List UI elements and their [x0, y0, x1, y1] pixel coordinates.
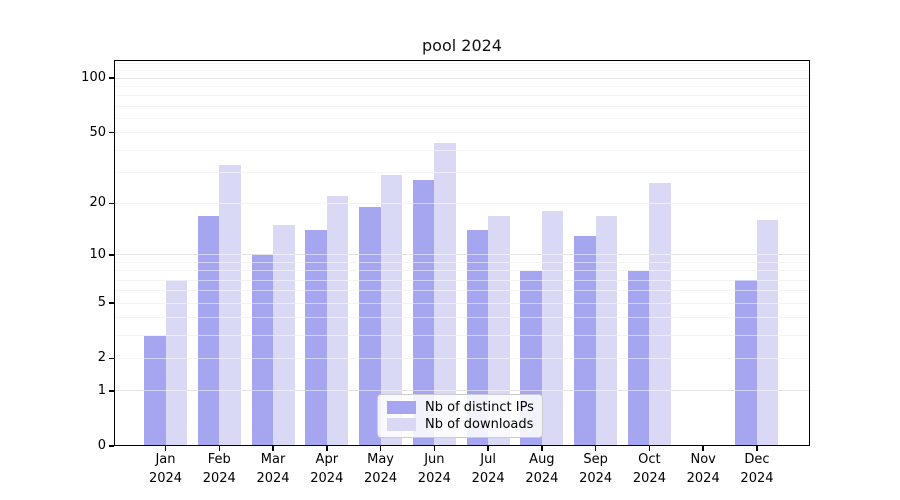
y-tick-mark	[109, 390, 114, 392]
legend-item-downloads: Nb of downloads	[387, 417, 533, 432]
x-tick-mark	[648, 446, 651, 451]
bar-ips-mar	[251, 254, 274, 446]
x-tick-label-nov: Nov 2024	[686, 452, 720, 486]
x-tick-mark	[218, 446, 221, 451]
x-tick-label-sep: Sep 2024	[579, 452, 613, 486]
x-tick-label-apr: Apr 2024	[310, 452, 344, 486]
bar-downloads-aug	[541, 211, 564, 446]
bar-ips-may	[359, 207, 381, 446]
legend-item-distinct-ips: Nb of distinct IPs	[387, 400, 534, 415]
y-tick-mark	[109, 445, 114, 447]
bar-ips-apr	[305, 230, 327, 446]
bar-downloads-jun	[434, 142, 456, 446]
x-tick-label-may: May 2024	[364, 452, 398, 486]
x-tick-mark	[379, 446, 382, 451]
x-tick-mark	[594, 446, 597, 451]
bar-downloads-jul	[488, 215, 510, 446]
y-tick-label-5: 5	[97, 295, 106, 311]
x-tick-label-feb: Feb 2024	[202, 452, 236, 486]
x-tick-label-aug: Aug 2024	[525, 452, 559, 486]
y-tick-label-100: 100	[81, 70, 106, 86]
y-tick-mark	[109, 357, 114, 360]
y-tick-mark	[109, 302, 114, 304]
x-tick-mark	[702, 446, 704, 451]
x-tick-mark	[487, 446, 489, 451]
x-tick-mark	[272, 446, 274, 451]
plot-area	[114, 60, 810, 446]
y-tick-label-20: 20	[89, 195, 106, 211]
y-tick-mark	[109, 254, 114, 256]
bar-ips-oct	[627, 270, 650, 446]
x-tick-mark	[326, 446, 328, 451]
y-tick-mark	[109, 202, 114, 205]
bar-ips-jul	[466, 230, 489, 446]
bar-downloads-apr	[326, 196, 349, 446]
bar-ips-jan	[144, 335, 166, 446]
legend-label: Nb of distinct IPs	[425, 400, 534, 415]
y-tick-label-0: 0	[97, 438, 106, 453]
bar-downloads-dec	[756, 220, 779, 446]
x-tick-label-mar: Mar 2024	[256, 452, 290, 486]
legend-swatch-downloads	[387, 418, 416, 431]
x-tick-label-jun: Jun 2024	[417, 452, 451, 486]
legend: Nb of distinct IPs Nb of downloads	[377, 394, 543, 438]
x-tick-label-dec: Dec 2024	[740, 452, 774, 486]
chart-title: pool 2024	[422, 36, 502, 55]
y-tick-mark	[109, 77, 114, 79]
x-tick-label-jul: Jul 2024	[471, 452, 505, 486]
bar-downloads-jan	[165, 280, 187, 446]
x-tick-label-jan: Jan 2024	[148, 452, 183, 486]
bar-ips-sep	[574, 235, 596, 446]
legend-label: Nb of downloads	[425, 417, 534, 432]
y-tick-label-2: 2	[97, 350, 106, 366]
y-tick-label-10: 10	[89, 246, 106, 262]
bar-downloads-may	[380, 174, 403, 446]
x-tick-mark	[756, 446, 758, 451]
x-tick-mark	[541, 446, 543, 451]
bar-ips-dec	[735, 280, 757, 446]
bar-downloads-oct	[649, 183, 671, 446]
x-tick-mark	[433, 446, 436, 451]
legend-swatch-distinct-ips	[387, 401, 416, 414]
y-tick-label-50: 50	[89, 124, 106, 140]
y-tick-mark	[109, 131, 114, 134]
bar-downloads-sep	[595, 215, 618, 446]
y-tick-label-1: 1	[97, 382, 106, 398]
bar-downloads-mar	[273, 225, 295, 446]
x-tick-mark	[164, 446, 167, 451]
bar-downloads-feb	[219, 164, 241, 446]
x-tick-label-oct: Oct 2024	[632, 452, 666, 486]
bar-ips-jun	[412, 180, 435, 446]
bar-ips-feb	[197, 215, 220, 446]
